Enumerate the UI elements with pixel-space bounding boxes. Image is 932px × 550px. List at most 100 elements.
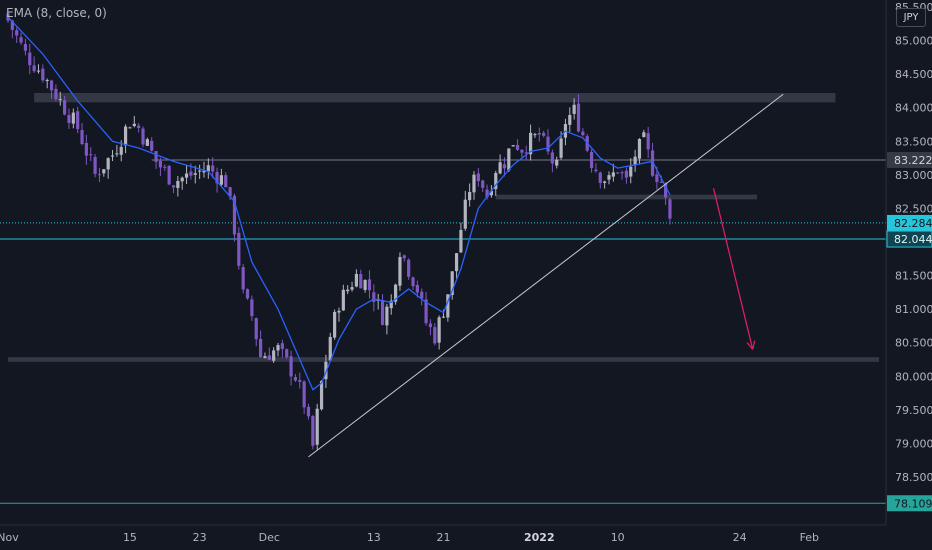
forecast-arrow (712, 188, 754, 350)
candle-body (380, 300, 385, 325)
candle-body (594, 169, 598, 172)
price-label-text: 83.222 (894, 154, 932, 167)
candle-body (250, 299, 254, 317)
currency-badge[interactable]: JPY (896, 8, 926, 27)
candle-body (23, 44, 28, 51)
candle-body (241, 267, 245, 290)
candle-body (145, 139, 149, 146)
candle-body (93, 156, 97, 174)
price-label-text: 78.109 (894, 497, 932, 510)
candle-body (664, 183, 668, 198)
candle-body (354, 273, 358, 287)
time-tick-label: 10 (611, 531, 625, 544)
indicator-legend[interactable]: EMA (8, close, 0) (6, 6, 107, 20)
candle-body (589, 151, 594, 169)
price-tick-label: 79.500 (895, 404, 932, 417)
candle-body (555, 159, 559, 166)
candle-body (176, 181, 180, 188)
candle-body (54, 88, 58, 100)
candle-body (19, 37, 23, 43)
candle-body (115, 153, 119, 155)
candle-body (193, 173, 197, 175)
candle-body (363, 280, 367, 290)
candle-body (450, 271, 454, 296)
time-tick-label: 23 (193, 531, 207, 544)
candle-body (158, 160, 163, 168)
candle-body (489, 190, 494, 196)
candle-body (393, 284, 398, 302)
price-labels: 83.222 82.284 82.044 78.109 (886, 151, 932, 512)
support-resistance-zones (8, 92, 879, 362)
candle-body (494, 173, 498, 190)
candle-body (15, 30, 19, 36)
price-tick-label: 79.000 (895, 437, 932, 450)
candle-body (507, 148, 511, 171)
candle-body (624, 170, 629, 178)
candle-body (454, 253, 459, 272)
time-axis[interactable]: Nov 15 23 Dec 13 21 2022 10 24 Feb (0, 531, 819, 544)
candle-body (655, 174, 659, 183)
price-tick-label: 83.000 (895, 169, 932, 182)
candle-body (502, 164, 507, 169)
time-tick-label: 13 (367, 531, 381, 544)
candle-body (529, 132, 533, 155)
time-tick-label: 2022 (524, 531, 555, 544)
candle-body (141, 128, 145, 145)
candle-body (546, 136, 550, 152)
candle-body (167, 165, 171, 185)
candle-body (372, 292, 376, 302)
candle-body (315, 408, 319, 445)
candle-body (389, 300, 393, 309)
candle-body (189, 171, 193, 176)
candle-body (350, 287, 354, 290)
candle-body (385, 306, 389, 326)
candle-body (150, 140, 154, 151)
candle-body (184, 173, 189, 178)
candle-body (650, 150, 655, 176)
candle-body (202, 170, 206, 173)
candle-body (45, 79, 49, 82)
candle-body (128, 127, 132, 129)
candle-body (463, 199, 467, 229)
candle-body (276, 345, 280, 351)
candle-body (637, 138, 642, 159)
candle-body (415, 284, 419, 293)
candle-body (267, 355, 271, 360)
candle-body (63, 100, 67, 115)
candle-body (359, 273, 363, 289)
candle-body (211, 165, 215, 172)
candle-body (668, 199, 672, 219)
candle-body (71, 112, 75, 124)
candle-body (398, 257, 402, 286)
candle-body (441, 316, 446, 318)
candle-body (620, 172, 624, 174)
price-tick-label: 84.500 (895, 68, 932, 81)
price-tick-label: 81.500 (895, 270, 932, 283)
zone (495, 194, 758, 200)
candle-body (337, 310, 341, 313)
candle-body (520, 149, 524, 153)
candle-body (424, 299, 428, 324)
candle-body (180, 177, 184, 182)
candle-body (611, 172, 615, 177)
candle-body (36, 70, 41, 72)
candle-body (533, 134, 537, 136)
candle-body (285, 349, 289, 358)
candle-body (154, 151, 158, 162)
time-tick-label: Dec (259, 531, 280, 544)
candle-body (581, 131, 585, 136)
candle-body (659, 181, 663, 183)
time-tick-label: 15 (123, 531, 137, 544)
time-tick-label: 24 (733, 531, 747, 544)
price-label-box (887, 151, 932, 168)
price-label-box (886, 230, 932, 248)
candle-body (629, 166, 633, 177)
candle-body (237, 232, 241, 266)
candle-body (306, 406, 311, 417)
candle-body (258, 338, 263, 357)
candle-body (485, 189, 489, 198)
candle-body (293, 377, 298, 381)
candle-body (367, 279, 372, 291)
